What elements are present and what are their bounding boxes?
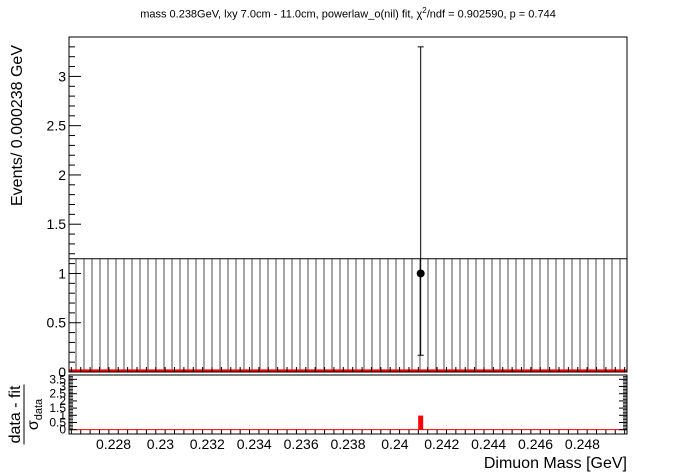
- x-tick-label: 0.232: [190, 436, 225, 452]
- y-tick-label: 0: [58, 364, 66, 380]
- x-tick-label: 0.24: [381, 436, 408, 452]
- pull-y-tick-label: 1: [59, 408, 66, 422]
- x-tick-label: 0.242: [424, 436, 459, 452]
- y-axis-title: Events/ 0.000238 GeV: [9, 45, 26, 206]
- pull-y-tick-label: 3.5: [49, 372, 66, 386]
- pull-plot-panel: 00.511.522.533.5 0.228 0.23 0.232 0.234 0.23…: [7, 372, 628, 472]
- x-tick-label: 0.246: [518, 436, 553, 452]
- pull-ylabel-denominator: σdata: [25, 398, 45, 430]
- data-point: [416, 269, 425, 278]
- x-axis-title: Dimuon Mass [GeV]: [484, 455, 627, 472]
- pull-y-axis-title: data - fit σdata: [7, 384, 45, 445]
- pull-ylabel-numerator: data - fit: [7, 385, 24, 443]
- x-tick-label: 0.234: [237, 436, 272, 452]
- x-tick-label: 0.236: [284, 436, 319, 452]
- pull-y-tick-label: 3: [59, 380, 66, 394]
- pull-y-tick-label: 1.5: [49, 401, 66, 415]
- pull-y-tick-label: 2.5: [49, 387, 66, 401]
- title-superscript: 2: [422, 6, 427, 15]
- x-tick-label: 0.244: [471, 436, 506, 452]
- y-tick-label: 3: [58, 68, 66, 84]
- y-tick-label: 2.5: [47, 118, 67, 134]
- x-tick-label: 0.228: [96, 436, 131, 452]
- y-tick-label: 1.5: [47, 216, 67, 232]
- main-plot-panel: 0 0.5 1 1.5 2 2.5 3 Events/ 0.000238 GeV: [9, 36, 628, 380]
- pull-y-tick-label: 2: [59, 394, 66, 408]
- title-text-tail: /ndf = 0.902590, p = 0.744: [426, 8, 556, 21]
- x-tick-label: 0.248: [565, 436, 600, 452]
- pull-ylabel-sigma: σ: [25, 420, 42, 430]
- x-tick-label: 0.238: [330, 436, 365, 452]
- title-text-main: mass 0.238GeV, lxy 7.0cm - 11.0cm, power…: [140, 8, 423, 21]
- pull-y-tick-label: 0.5: [49, 415, 66, 429]
- x-tick-label: 0.23: [147, 436, 174, 452]
- y-tick-label: 1: [58, 265, 66, 281]
- chart-title: mass 0.238GeV, lxy 7.0cm - 11.0cm, power…: [0, 6, 696, 21]
- pull-plot-frame: [68, 374, 628, 435]
- pull-y-tick-label: 0: [59, 423, 66, 437]
- y-tick-label: 0.5: [47, 315, 67, 331]
- pull-ylabel-sub: data: [33, 398, 45, 420]
- y-tick-label: 2: [58, 167, 66, 183]
- pull-bar: [418, 415, 424, 430]
- fit-uncertainty-band: [69, 258, 627, 372]
